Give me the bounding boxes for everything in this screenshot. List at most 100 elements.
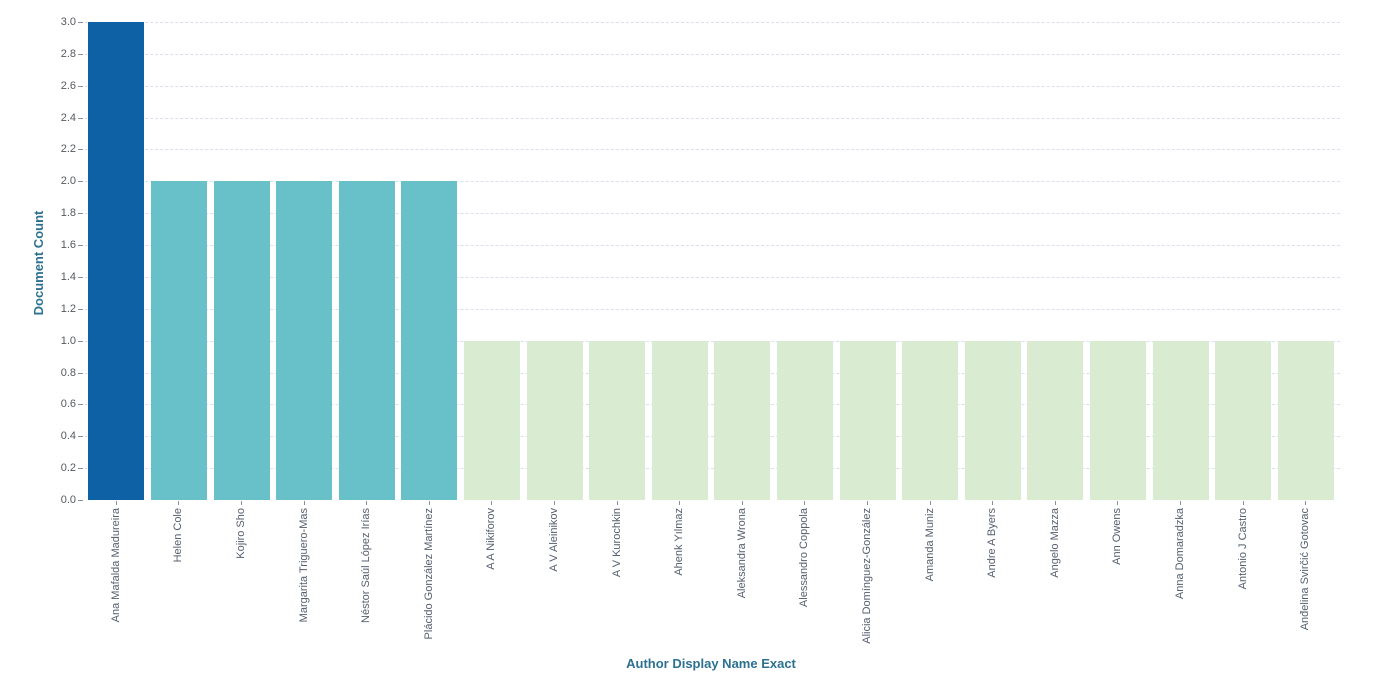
x-tick-label: Ann Owens bbox=[1111, 508, 1124, 565]
gridline bbox=[85, 277, 1340, 278]
gridline bbox=[85, 54, 1340, 55]
y-tick-mark bbox=[78, 500, 83, 501]
y-tick-mark bbox=[78, 277, 83, 278]
bar[interactable] bbox=[964, 340, 1021, 500]
bar[interactable] bbox=[714, 340, 771, 500]
y-tick-mark bbox=[78, 341, 83, 342]
x-tick-label: Aleksandra Wrona bbox=[735, 508, 748, 599]
x-tick-label: A A Nikiforov bbox=[485, 508, 498, 570]
x-tick-label: Andre A Byers bbox=[986, 508, 999, 578]
bar[interactable] bbox=[1277, 340, 1334, 500]
x-tick-mark bbox=[491, 501, 493, 505]
x-tick-mark bbox=[616, 501, 618, 505]
bar[interactable] bbox=[776, 340, 833, 500]
gridline bbox=[85, 149, 1340, 150]
y-tick-mark bbox=[78, 213, 83, 214]
x-tick-label: Néstor Saúl López Irías bbox=[360, 508, 373, 623]
x-tick-label: Helen Cole bbox=[172, 508, 185, 563]
y-tick-label: 0.2 bbox=[60, 462, 76, 474]
x-tick-mark bbox=[1242, 501, 1244, 505]
x-tick-mark bbox=[804, 501, 806, 505]
x-tick-mark bbox=[1305, 501, 1307, 505]
x-tick-label: Kojiro Sho bbox=[235, 508, 247, 559]
y-tick-mark bbox=[78, 436, 83, 437]
bar[interactable] bbox=[401, 181, 458, 500]
gridline bbox=[85, 213, 1340, 214]
x-tick-label: Plácido González Martínez bbox=[422, 508, 435, 640]
bar[interactable] bbox=[150, 181, 207, 500]
x-tick-mark bbox=[366, 501, 368, 505]
y-tick-mark bbox=[78, 118, 83, 119]
x-tick-mark bbox=[178, 501, 180, 505]
x-tick-mark bbox=[1180, 501, 1181, 505]
y-tick-label: 0.8 bbox=[60, 367, 76, 379]
gridline bbox=[85, 22, 1340, 23]
x-tick-label: Alicia Domínguez-González bbox=[861, 508, 873, 644]
x-tick-label: Margarita Triguero-Mas bbox=[297, 508, 310, 623]
x-tick-mark bbox=[1054, 501, 1056, 505]
x-axis-title: Author Display Name Exact bbox=[626, 656, 796, 671]
bar[interactable] bbox=[1152, 340, 1209, 500]
x-tick-mark bbox=[867, 501, 868, 505]
bar[interactable] bbox=[338, 181, 395, 500]
y-tick-label: 3.0 bbox=[60, 16, 76, 28]
y-tick-mark bbox=[78, 54, 83, 55]
x-tick-label: Alessandro Coppola bbox=[798, 508, 811, 608]
y-tick-mark bbox=[78, 181, 83, 182]
x-tick-mark bbox=[1117, 501, 1119, 505]
bar[interactable] bbox=[1027, 340, 1084, 500]
bar[interactable] bbox=[1215, 340, 1272, 500]
bar[interactable] bbox=[463, 340, 520, 500]
y-tick-label: 0.4 bbox=[60, 430, 76, 442]
y-tick-mark bbox=[78, 468, 83, 469]
y-tick-label: 1.6 bbox=[60, 239, 76, 251]
y-tick-label: 1.2 bbox=[60, 303, 76, 315]
y-tick-label: 1.4 bbox=[60, 271, 76, 283]
x-tick-mark bbox=[929, 501, 931, 505]
y-tick-mark bbox=[78, 309, 83, 310]
x-tick-mark bbox=[741, 501, 743, 505]
x-tick-mark bbox=[303, 501, 305, 505]
y-tick-label: 1.8 bbox=[60, 207, 76, 219]
y-tick-mark bbox=[78, 404, 83, 405]
x-tick-label: Amanda Muniz bbox=[923, 508, 936, 582]
x-tick-mark bbox=[241, 501, 242, 505]
bar[interactable] bbox=[526, 340, 583, 500]
x-tick-label: Antonio J Castro bbox=[1236, 508, 1249, 590]
x-tick-mark bbox=[554, 501, 555, 505]
y-axis-title: Document Count bbox=[31, 210, 46, 316]
x-tick-mark bbox=[115, 501, 117, 505]
x-tick-label: Angelo Mazza bbox=[1048, 508, 1061, 578]
bar[interactable] bbox=[839, 340, 896, 500]
bar[interactable] bbox=[589, 340, 646, 500]
bar[interactable] bbox=[88, 22, 145, 500]
x-tick-mark bbox=[679, 501, 681, 505]
gridline bbox=[85, 309, 1340, 310]
y-tick-label: 2.8 bbox=[60, 48, 76, 60]
gridline bbox=[85, 245, 1340, 246]
gridline bbox=[85, 118, 1340, 119]
bar[interactable] bbox=[1089, 340, 1146, 500]
x-tick-mark bbox=[428, 501, 430, 505]
bar[interactable] bbox=[213, 181, 270, 500]
y-tick-mark bbox=[78, 149, 83, 150]
y-tick-label: 1.0 bbox=[60, 335, 76, 347]
y-tick-label: 0.6 bbox=[60, 398, 76, 410]
x-tick-label: Ana Mafalda Madureira bbox=[109, 508, 122, 623]
x-tick-label: A V Aleinikov bbox=[548, 508, 560, 572]
y-tick-label: 2.0 bbox=[60, 175, 76, 187]
y-tick-mark bbox=[78, 22, 83, 23]
x-tick-mark bbox=[992, 501, 994, 505]
x-tick-label: Anna Domaradzka bbox=[1174, 508, 1186, 600]
x-tick-label: A V Kurochkin bbox=[610, 508, 623, 578]
x-tick-label: Ahenk Yılmaz bbox=[673, 508, 686, 576]
y-tick-label: 2.4 bbox=[60, 112, 76, 124]
y-tick-label: 2.6 bbox=[60, 80, 76, 92]
bar[interactable] bbox=[276, 181, 333, 500]
bar[interactable] bbox=[651, 340, 708, 500]
bar[interactable] bbox=[902, 340, 959, 500]
y-tick-mark bbox=[78, 245, 83, 246]
y-tick-label: 0.0 bbox=[60, 494, 76, 506]
y-tick-mark bbox=[78, 86, 83, 87]
